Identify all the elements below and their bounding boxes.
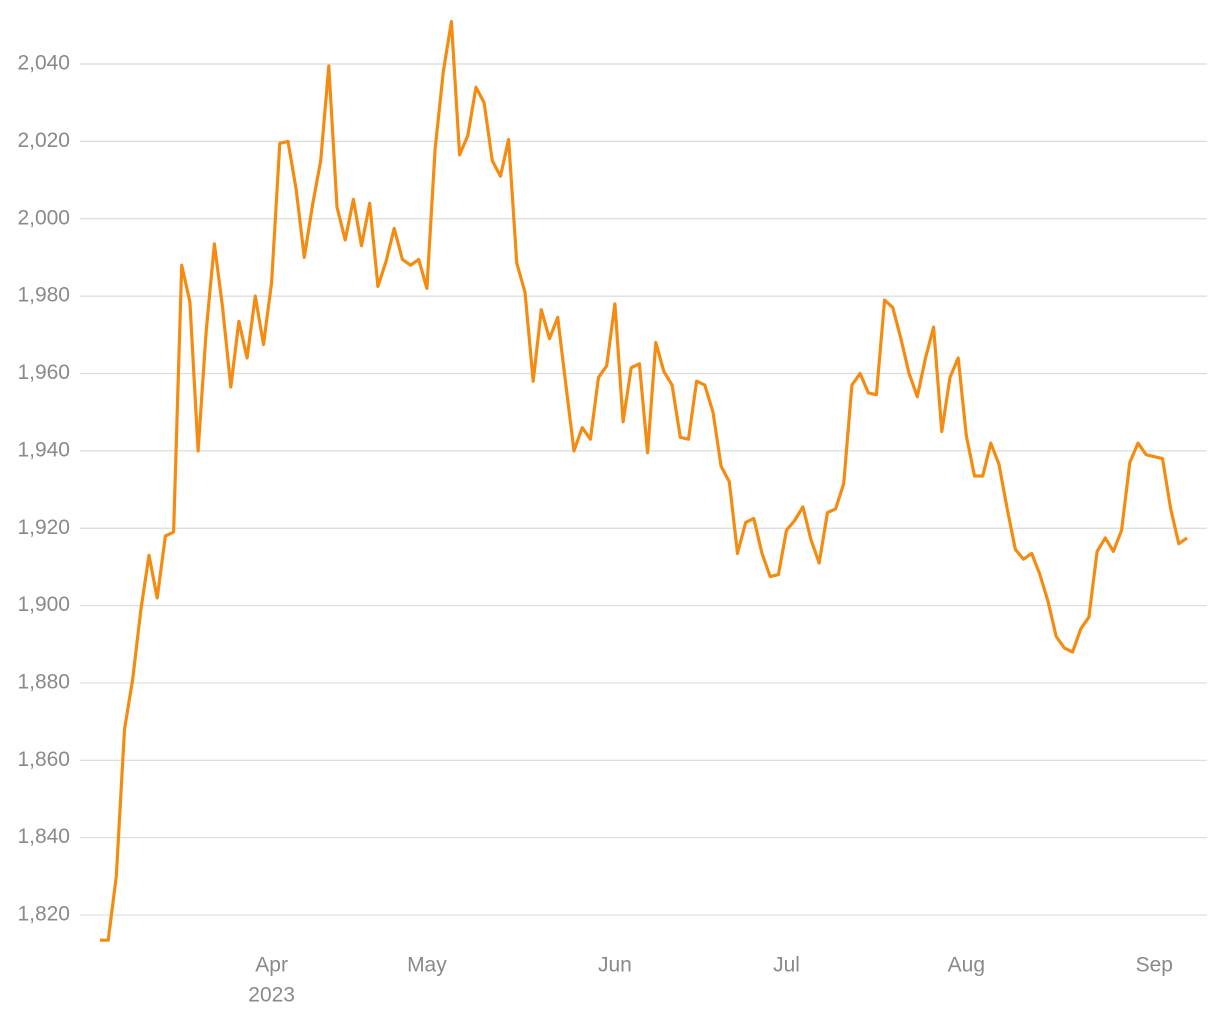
y-tick-label: 1,840 (17, 825, 70, 848)
x-tick-label: Apr (255, 954, 288, 977)
y-tick-label: 2,040 (17, 52, 70, 75)
x-tick-label: Aug (948, 954, 985, 977)
x-tick-label: Jun (598, 954, 632, 977)
x-tick-label: Jul (773, 954, 800, 977)
y-tick-label: 2,020 (17, 129, 70, 152)
x-tick-label: Sep (1136, 954, 1173, 977)
y-tick-label: 1,860 (17, 748, 70, 771)
line (100, 19, 1188, 942)
y-tick-label: 1,960 (17, 361, 70, 384)
y-tick-label: 2,000 (17, 206, 70, 229)
y-tick-label: 1,940 (17, 438, 70, 461)
y-tick-label: 1,900 (17, 593, 70, 616)
x-year-label: 2023 (248, 984, 295, 1007)
x-tick-label: May (407, 954, 447, 977)
y-tick-label: 1,920 (17, 516, 70, 539)
y-tick-label: 1,980 (17, 284, 70, 307)
y-tick-label: 1,880 (17, 671, 70, 694)
y-tick-label: 1,820 (17, 903, 70, 926)
